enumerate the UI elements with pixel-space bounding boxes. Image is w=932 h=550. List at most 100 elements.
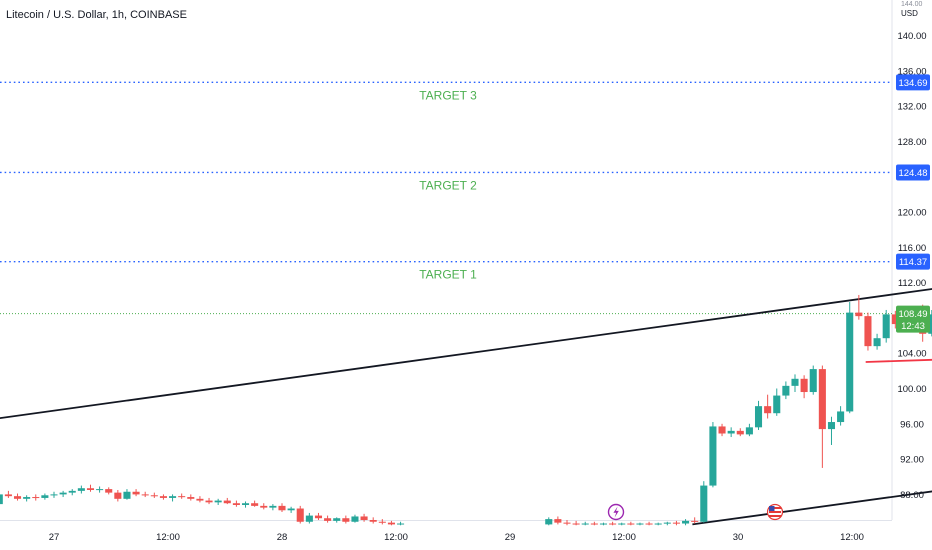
candle — [645, 521, 653, 526]
candle — [86, 484, 95, 492]
candle-body — [296, 508, 304, 522]
candle-body — [891, 314, 899, 325]
candle — [223, 497, 231, 505]
candle-body — [351, 516, 359, 522]
candle — [342, 515, 350, 524]
bar-countdown: 12:43 — [901, 321, 925, 332]
candle — [23, 495, 31, 502]
candle-body — [378, 521, 386, 523]
time-axis[interactable]: 2712:002812:002912:003012:00Jul12:00212:… — [0, 520, 932, 544]
price-tick-label: 116.00 — [898, 243, 926, 254]
events-markers[interactable] — [607, 503, 784, 521]
candle — [782, 381, 790, 400]
candle — [260, 503, 268, 510]
candle-body — [260, 505, 268, 508]
candle — [736, 428, 744, 437]
price-tick-label: 96.00 — [900, 419, 924, 430]
candle-body — [159, 496, 167, 498]
candle-body — [572, 523, 580, 525]
candle — [278, 503, 286, 513]
candle-body — [727, 430, 735, 434]
candle — [581, 521, 589, 526]
candle-body — [554, 519, 562, 523]
candle — [800, 375, 808, 399]
candle — [809, 365, 817, 395]
candle — [369, 517, 377, 524]
time-tick-label: 29 — [505, 532, 516, 543]
candle-body — [791, 378, 799, 386]
candle — [691, 517, 699, 524]
candle-body — [599, 523, 608, 525]
candle — [50, 491, 58, 498]
candle — [672, 520, 680, 526]
triangle-lower-line[interactable] — [865, 351, 932, 363]
candle-body — [736, 430, 744, 435]
candle-body — [387, 522, 395, 525]
us-flag-event-icon[interactable] — [766, 503, 784, 521]
price-tick-label: 104.00 — [897, 349, 926, 360]
price-tick-label: 128.00 — [897, 137, 926, 148]
candle — [169, 494, 177, 502]
candle-body — [324, 518, 332, 521]
target-lines — [0, 81, 892, 263]
target-labels: TARGET 1 TARGET 2 TARGET 3 — [419, 88, 477, 281]
candle — [618, 522, 626, 526]
candle-body — [654, 523, 662, 525]
candle-body — [241, 503, 250, 505]
candle — [554, 516, 562, 525]
currency-top-tick: 144.00 — [901, 1, 923, 8]
candle-body — [4, 494, 12, 497]
price-tick-label: 88.00 — [900, 490, 924, 501]
ascending-channel[interactable] — [0, 208, 932, 526]
target-price-badge-label: 134.69 — [898, 78, 927, 89]
candle — [196, 496, 204, 503]
candle-body — [86, 488, 95, 490]
target-price-badge-bg — [896, 253, 930, 270]
candle-body — [864, 316, 872, 347]
candle-body — [627, 523, 635, 525]
candle-body — [618, 523, 626, 525]
candle — [590, 521, 598, 526]
candle-body — [754, 406, 763, 428]
candle — [764, 394, 772, 419]
price-tick-label: 120.00 — [897, 208, 926, 219]
candle — [251, 500, 259, 507]
candle-body — [32, 497, 40, 499]
symmetrical-triangle[interactable] — [865, 276, 932, 363]
candle — [105, 487, 113, 495]
candle-body — [636, 523, 644, 525]
candle-body — [663, 522, 671, 524]
candle-body — [773, 395, 781, 414]
candle — [132, 489, 140, 497]
candle — [324, 515, 332, 523]
candle — [855, 294, 863, 320]
channel-upper-line[interactable] — [0, 208, 932, 426]
currency-label[interactable]: 144.00 USD — [901, 1, 922, 20]
candle — [682, 519, 690, 526]
target-price-badge: 124.48 — [896, 164, 930, 181]
candle-body — [141, 494, 149, 496]
lightning-event-icon[interactable] — [607, 503, 625, 521]
candle-body — [645, 523, 653, 525]
candle — [745, 423, 753, 437]
candle — [214, 498, 222, 505]
time-tick-label: 12:00 — [612, 532, 636, 543]
price-tick-label: 92.00 — [900, 455, 924, 466]
candle-body — [278, 505, 286, 511]
candle-body — [764, 406, 772, 414]
candle — [296, 505, 304, 524]
candle — [545, 517, 553, 526]
price-tick-label: 140.00 — [897, 31, 926, 42]
candle — [96, 486, 104, 493]
candle — [41, 493, 49, 500]
candle — [205, 497, 213, 505]
channel-lower-line[interactable] — [692, 411, 932, 526]
candle-body — [187, 497, 195, 499]
candle-body — [223, 500, 231, 504]
candle-body — [13, 496, 22, 499]
candle-body — [114, 492, 122, 499]
candle — [791, 374, 799, 393]
target-label: TARGET 1 — [419, 268, 477, 282]
